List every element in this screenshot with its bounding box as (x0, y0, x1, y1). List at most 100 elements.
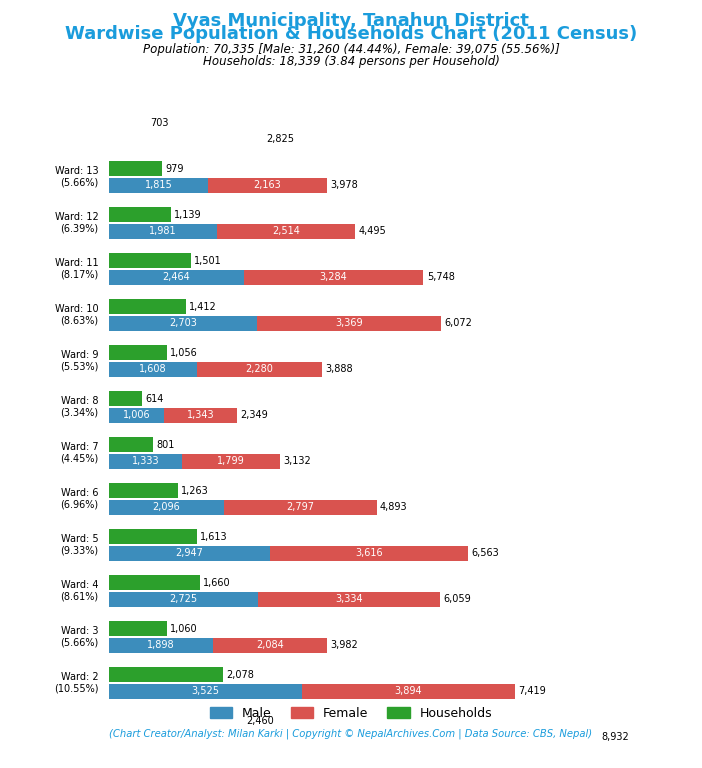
Text: 6,059: 6,059 (444, 594, 472, 604)
Text: 2,084: 2,084 (256, 641, 284, 650)
Bar (109, 300, 186, 314)
Text: 1,333: 1,333 (131, 456, 159, 466)
Bar (197, 362, 322, 377)
Text: 1,006: 1,006 (123, 410, 150, 420)
Bar (109, 529, 197, 545)
Bar (109, 713, 244, 728)
Bar (109, 438, 152, 452)
Text: 703: 703 (150, 118, 169, 127)
Text: 1,608: 1,608 (139, 364, 166, 374)
Bar (182, 454, 280, 468)
Bar (109, 132, 176, 147)
Text: 2,280: 2,280 (245, 364, 273, 374)
Text: 3,982: 3,982 (330, 641, 358, 650)
Bar (257, 316, 441, 331)
Text: (Chart Creator/Analyst: Milan Karki | Copyright © NepalArchives.Com | Data Sourc: (Chart Creator/Analyst: Milan Karki | Co… (110, 728, 592, 739)
Bar (302, 684, 515, 699)
Text: 1,608: 1,608 (206, 134, 233, 144)
Text: Wardwise Population & Households Chart (2011 Census): Wardwise Population & Households Chart (… (65, 25, 637, 43)
Text: 3,334: 3,334 (336, 594, 363, 604)
Bar (164, 408, 237, 422)
Bar (109, 730, 324, 745)
Text: 2,725: 2,725 (169, 594, 197, 604)
Bar (109, 224, 217, 239)
Text: 7,419: 7,419 (518, 687, 546, 697)
Bar (109, 575, 199, 590)
Text: 2,078: 2,078 (226, 670, 253, 680)
Text: 3,284: 3,284 (319, 273, 347, 283)
Text: 979: 979 (166, 164, 184, 174)
Text: 4,495: 4,495 (358, 227, 386, 237)
Text: 1,799: 1,799 (217, 456, 245, 466)
Text: 2,703: 2,703 (169, 319, 197, 329)
Bar (109, 392, 143, 406)
Text: 1,981: 1,981 (150, 227, 177, 237)
Text: 8,932: 8,932 (601, 733, 629, 743)
Text: 3,616: 3,616 (355, 548, 383, 558)
Text: 2,163: 2,163 (253, 180, 282, 190)
Text: 1,343: 1,343 (187, 410, 214, 420)
Text: 3,132: 3,132 (284, 456, 311, 466)
Bar (109, 454, 182, 468)
Text: 2,349: 2,349 (241, 410, 268, 420)
Bar (109, 115, 147, 130)
Bar (109, 207, 171, 222)
Text: 2,947: 2,947 (176, 548, 204, 558)
Bar (109, 638, 213, 653)
Bar (109, 483, 178, 498)
Text: 1,060: 1,060 (170, 624, 198, 634)
Bar (109, 592, 258, 607)
Bar (324, 730, 597, 745)
Bar (176, 132, 263, 147)
Text: 2,825: 2,825 (267, 134, 295, 144)
Text: 2,460: 2,460 (246, 716, 274, 726)
Bar (109, 684, 302, 699)
Text: 3,894: 3,894 (395, 687, 422, 697)
Text: 6,072: 6,072 (444, 319, 472, 329)
Text: 801: 801 (156, 440, 174, 450)
Text: 1,056: 1,056 (170, 348, 198, 358)
Text: 1,613: 1,613 (200, 531, 228, 541)
Bar (109, 667, 223, 682)
Text: 3,369: 3,369 (335, 319, 363, 329)
Bar (258, 592, 440, 607)
Bar (223, 500, 377, 515)
Text: 1,660: 1,660 (203, 578, 230, 588)
Text: Households: 18,339 (3.84 persons per Household): Households: 18,339 (3.84 persons per Hou… (203, 55, 499, 68)
Bar (208, 178, 326, 193)
Bar (270, 546, 468, 561)
Text: 4,990: 4,990 (447, 733, 475, 743)
Bar (109, 500, 223, 515)
Bar (109, 161, 162, 176)
Bar (109, 178, 208, 193)
Text: 6,563: 6,563 (471, 548, 499, 558)
Text: 1,217: 1,217 (128, 134, 156, 144)
Text: 1,501: 1,501 (194, 256, 222, 266)
Bar (109, 270, 244, 285)
Bar (109, 546, 270, 561)
Text: Population: 70,335 [Male: 31,260 (44.44%), Female: 39,075 (55.56%)]: Population: 70,335 [Male: 31,260 (44.44%… (143, 43, 559, 56)
Bar (109, 362, 197, 377)
Text: 3,888: 3,888 (325, 364, 352, 374)
Text: 2,096: 2,096 (152, 502, 180, 512)
Text: 1,815: 1,815 (145, 180, 173, 190)
Text: 614: 614 (146, 394, 164, 404)
Bar (109, 621, 167, 636)
Text: 2,514: 2,514 (272, 227, 300, 237)
Bar (244, 270, 423, 285)
Bar (109, 346, 166, 360)
Legend: Male, Female, Households: Male, Female, Households (204, 702, 498, 725)
Text: 2,464: 2,464 (162, 273, 190, 283)
Text: 4,893: 4,893 (380, 502, 408, 512)
Text: 1,263: 1,263 (181, 486, 209, 496)
Text: 3,525: 3,525 (191, 687, 219, 697)
Bar (109, 316, 257, 331)
Bar (109, 253, 191, 268)
Bar (109, 408, 164, 422)
Bar (213, 638, 326, 653)
Text: 5,748: 5,748 (427, 273, 455, 283)
Text: 3,978: 3,978 (330, 180, 357, 190)
Text: 1,139: 1,139 (174, 210, 202, 220)
Text: 3,942: 3,942 (203, 733, 230, 743)
Text: 1,898: 1,898 (147, 641, 175, 650)
